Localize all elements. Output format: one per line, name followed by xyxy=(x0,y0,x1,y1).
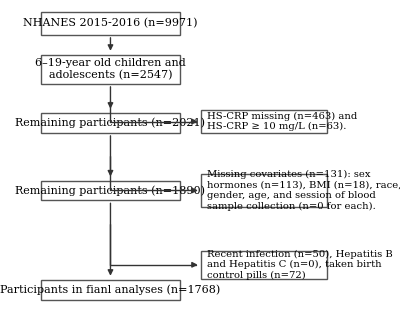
Text: Remaining participants (n=2021): Remaining participants (n=2021) xyxy=(16,118,206,128)
Text: Missing covariates (n=131): sex
hormones (n=113), BMI (n=18), race,
gender, age,: Missing covariates (n=131): sex hormones… xyxy=(207,170,400,211)
FancyBboxPatch shape xyxy=(41,113,180,133)
Text: Recent infection (n=50), Hepatitis B
and Hepatitis C (n=0), taken birth
control : Recent infection (n=50), Hepatitis B and… xyxy=(207,250,392,280)
Text: HS-CRP missing (n=463) and
HS-CRP ≥ 10 mg/L (n=63).: HS-CRP missing (n=463) and HS-CRP ≥ 10 m… xyxy=(207,112,357,131)
FancyBboxPatch shape xyxy=(41,280,180,300)
FancyBboxPatch shape xyxy=(201,174,327,207)
FancyBboxPatch shape xyxy=(201,110,327,133)
FancyBboxPatch shape xyxy=(41,12,180,35)
FancyBboxPatch shape xyxy=(41,55,180,84)
Text: Participants in fianl analyses (n=1768): Participants in fianl analyses (n=1768) xyxy=(0,285,220,295)
Text: NHANES 2015-2016 (n=9971): NHANES 2015-2016 (n=9971) xyxy=(23,18,198,29)
FancyBboxPatch shape xyxy=(201,251,327,279)
Text: Remaining participants (n=1890): Remaining participants (n=1890) xyxy=(16,185,206,196)
FancyBboxPatch shape xyxy=(41,181,180,200)
Text: 6–19-year old children and
adolescents (n=2547): 6–19-year old children and adolescents (… xyxy=(35,58,186,80)
